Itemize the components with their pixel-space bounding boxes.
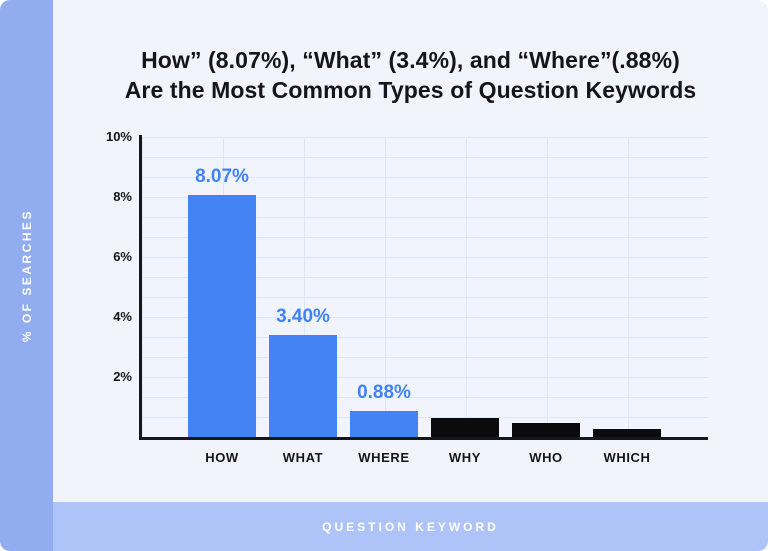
bar-column-what: 3.40% WHAT — [269, 137, 337, 465]
plot-area: 8.07% HOW 3.40% WHAT 0.88% WHERE WHY WHO WHICH 10… — [106, 129, 708, 465]
x-axis-title: QUESTION KEYWORD — [322, 519, 499, 534]
bar-where — [350, 410, 418, 437]
x-tick-label-which: WHICH — [603, 450, 651, 465]
bar-value-label-where: 0.88% — [357, 381, 411, 403]
bar-why — [431, 418, 499, 437]
y-tick-label-6: 6% — [113, 249, 132, 264]
bar-who — [512, 422, 580, 437]
bar-value-label-how: 8.07% — [195, 165, 249, 187]
bar-what — [269, 335, 337, 437]
chart-title-line1: How” (8.07%), “What” (3.4%), and “Where”… — [141, 47, 680, 73]
bar-column-which: WHICH — [593, 137, 661, 465]
y-axis-title: % OF SEARCHES — [19, 208, 34, 343]
bar-value-label-what: 3.40% — [276, 306, 330, 327]
y-tick-label-10: 10% — [105, 129, 132, 144]
y-tick-label-8: 8% — [113, 189, 132, 204]
x-tick-label-who: WHO — [529, 450, 563, 465]
y-axis-title-bar: % OF SEARCHES — [0, 0, 53, 551]
y-tick-label-2: 2% — [113, 369, 132, 384]
x-tick-label-why: WHY — [448, 450, 482, 465]
x-axis-line — [139, 437, 708, 440]
bar-column-who: WHO — [512, 137, 580, 465]
bar-column-why: WHY — [431, 137, 499, 465]
bar-column-how: 8.07% HOW — [188, 137, 256, 465]
chart-title-line2: Are the Most Common Types of Question Ke… — [124, 77, 697, 103]
bar-how — [188, 194, 256, 437]
x-tick-label-where: WHERE — [358, 450, 410, 465]
chart-title: How” (8.07%), “What” (3.4%), and “Where”… — [53, 45, 768, 105]
bar-which — [593, 428, 661, 437]
x-axis-title-bar: QUESTION KEYWORD — [53, 502, 768, 551]
x-tick-label-what: WHAT — [282, 450, 324, 465]
y-axis-line — [139, 135, 142, 440]
y-tick-label-4: 4% — [113, 309, 132, 324]
bar-column-where: 0.88% WHERE — [350, 137, 418, 465]
x-tick-label-how: HOW — [205, 450, 239, 465]
